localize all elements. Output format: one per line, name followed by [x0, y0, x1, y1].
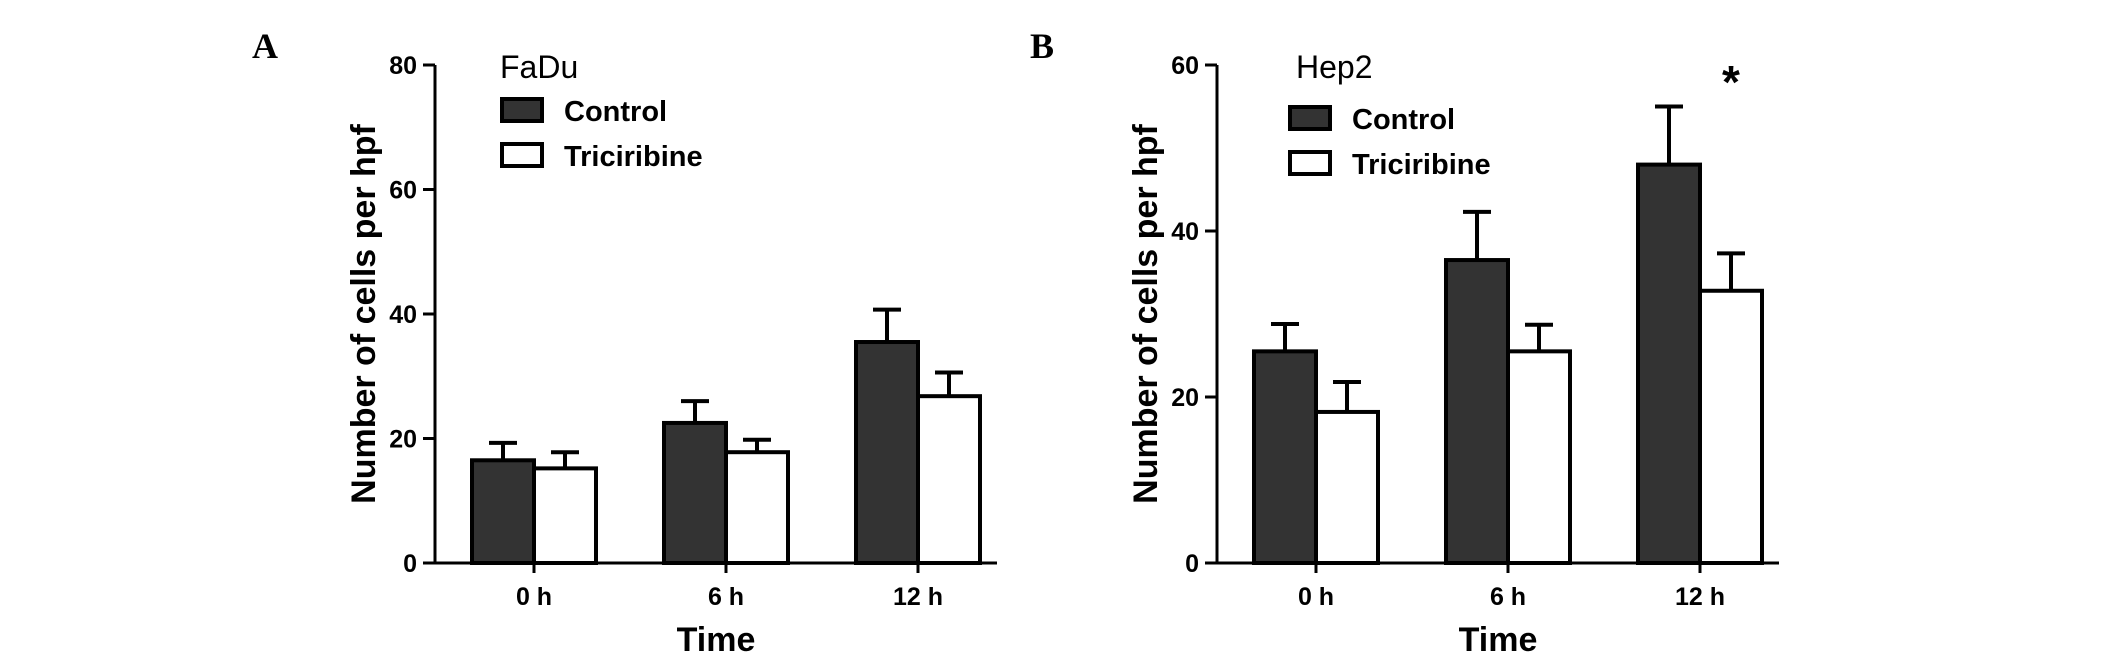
x-tick-label: 6 h — [708, 583, 744, 611]
x-axis-label: Time — [1459, 621, 1538, 658]
legend-swatch — [1288, 105, 1332, 131]
bar-control — [1636, 162, 1702, 565]
x-tick-label: 0 h — [1298, 583, 1334, 611]
bar-control — [470, 458, 536, 566]
bar-triciribine — [532, 466, 598, 566]
y-axis-label: Number of cells per hpf — [345, 123, 383, 503]
y-tick-label: 0 — [403, 550, 417, 578]
significance-asterisk: * — [1722, 56, 1740, 108]
y-tick-label: 60 — [1171, 52, 1199, 80]
bar-control — [1444, 258, 1510, 565]
x-axis-label: Time — [677, 621, 756, 658]
legend-swatch — [500, 142, 544, 168]
chart-title: Hep2 — [1296, 49, 1373, 85]
bar-control — [854, 340, 920, 566]
y-tick-label: 20 — [1171, 384, 1199, 412]
x-tick-label: 0 h — [516, 583, 552, 611]
y-tick-label: 20 — [389, 426, 417, 454]
panel-letter: A — [252, 26, 278, 66]
legend-label: Control — [564, 96, 667, 128]
bar-triciribine — [724, 450, 790, 566]
y-tick-label: 60 — [389, 177, 417, 205]
legend-swatch — [500, 97, 544, 123]
bar-control — [662, 420, 728, 565]
y-axis-label: Number of cells per hpf — [1127, 123, 1165, 503]
y-tick-label: 80 — [389, 52, 417, 80]
x-tick-label: 6 h — [1490, 583, 1526, 611]
x-tick-label: 12 h — [893, 583, 943, 611]
bar-triciribine — [1314, 409, 1380, 565]
panel-letter: B — [1030, 26, 1054, 66]
bar-control — [1252, 349, 1318, 565]
y-tick-label: 40 — [1171, 218, 1199, 246]
legend-swatch — [1288, 150, 1332, 176]
chart-title: FaDu — [500, 49, 578, 85]
bar-triciribine — [1698, 288, 1764, 565]
bar-triciribine — [1506, 349, 1572, 565]
bar-triciribine — [916, 394, 982, 566]
y-tick-label: 0 — [1185, 550, 1199, 578]
x-tick-label: 12 h — [1675, 583, 1725, 611]
legend-label: Triciribine — [564, 141, 703, 173]
y-tick-label: 40 — [389, 301, 417, 329]
legend-label: Control — [1352, 104, 1455, 136]
legend-label: Triciribine — [1352, 149, 1491, 181]
